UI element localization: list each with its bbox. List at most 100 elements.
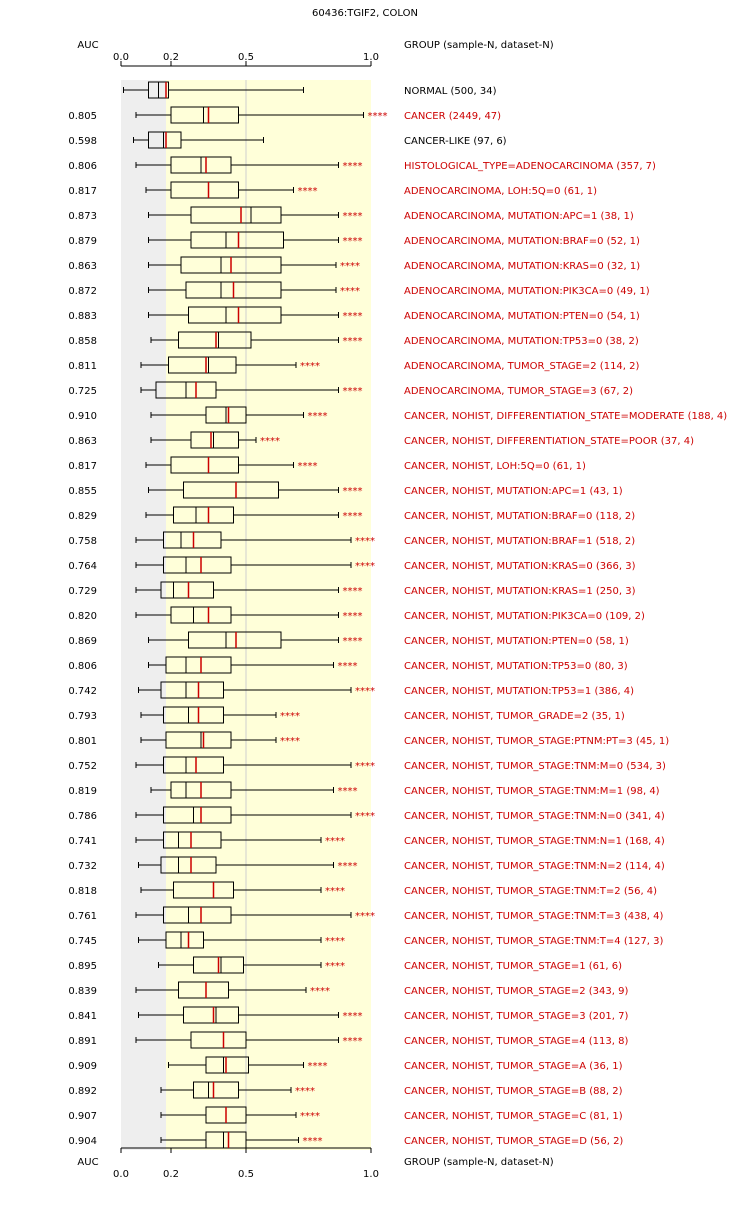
group-label: CANCER, NOHIST, TUMOR_STAGE=2 (343, 9) — [404, 986, 628, 997]
auc-value: 0.907 — [68, 1111, 97, 1122]
box — [160, 681, 224, 699]
box — [165, 731, 232, 749]
group-row: **** 0.806 CANCER, NOHIST, MUTATION:TP53=0… — [68, 656, 628, 674]
auc-value: 0.872 — [68, 286, 97, 297]
auc-value: 0.820 — [68, 611, 97, 622]
significance-stars: **** — [280, 711, 300, 722]
auc-value: 0.805 — [68, 111, 97, 122]
significance-stars: **** — [300, 361, 320, 372]
group-row: **** 0.855 CANCER, NOHIST, MUTATION:APC=1 … — [68, 481, 623, 499]
significance-stars: **** — [338, 861, 358, 872]
x-tick-label-top: 1.0 — [363, 52, 379, 63]
box — [160, 581, 214, 599]
auc-value: 0.761 — [68, 911, 97, 922]
auc-value: 0.806 — [68, 661, 97, 672]
significance-stars: **** — [295, 1086, 315, 1097]
significance-stars: **** — [343, 336, 363, 347]
significance-stars: **** — [343, 1011, 363, 1022]
auc-value: 0.869 — [68, 636, 97, 647]
box — [170, 106, 239, 124]
auc-value: 0.764 — [68, 561, 97, 572]
group-row: **** 0.786 CANCER, NOHIST, TUMOR_STAGE:TNM… — [68, 806, 665, 824]
box — [188, 306, 282, 324]
group-label: CANCER, NOHIST, MUTATION:PTEN=0 (58, 1) — [404, 636, 629, 647]
significance-stars: **** — [325, 936, 345, 947]
group-row: **** 0.883 ADENOCARCINOMA, MUTATION:PTEN=0… — [68, 306, 640, 324]
box — [170, 456, 239, 474]
box — [173, 881, 234, 899]
group-label: CANCER, NOHIST, LOH:5Q=0 (61, 1) — [404, 461, 586, 472]
auc-value: 0.732 — [68, 861, 97, 872]
significance-stars: **** — [298, 461, 318, 472]
auc-value: 0.793 — [68, 711, 97, 722]
group-row: **** 0.819 CANCER, NOHIST, TUMOR_STAGE:TNM… — [68, 781, 660, 799]
group-label: CANCER, NOHIST, TUMOR_STAGE=B (88, 2) — [404, 1086, 623, 1097]
auc-value: 0.904 — [68, 1136, 97, 1147]
significance-stars: **** — [325, 961, 345, 972]
significance-stars: **** — [343, 486, 363, 497]
group-row: **** 0.879 ADENOCARCINOMA, MUTATION:BRAF=0… — [68, 231, 640, 249]
group-label: CANCER, NOHIST, TUMOR_STAGE=1 (61, 6) — [404, 961, 622, 972]
significance-stars: **** — [340, 261, 360, 272]
group-row: **** 0.829 CANCER, NOHIST, MUTATION:BRAF=0… — [68, 506, 635, 524]
auc-value: 0.909 — [68, 1061, 97, 1072]
box — [168, 356, 237, 374]
auc-value: 0.891 — [68, 1036, 97, 1047]
chart-title: 60436:TGIF2, COLON — [312, 8, 418, 19]
auc-value: 0.863 — [68, 436, 97, 447]
group-row: **** 0.904 CANCER, NOHIST, TUMOR_STAGE=D (… — [68, 1131, 623, 1149]
significance-stars: **** — [343, 211, 363, 222]
auc-value: 0.817 — [68, 186, 97, 197]
significance-stars: **** — [308, 1061, 328, 1072]
significance-stars: **** — [300, 1111, 320, 1122]
auc-value: 0.818 — [68, 886, 97, 897]
auc-value: 0.858 — [68, 336, 97, 347]
group-label: CANCER, NOHIST, TUMOR_STAGE:TNM:T=4 (127… — [404, 936, 664, 947]
group-label: CANCER, NOHIST, MUTATION:BRAF=0 (118, 2) — [404, 511, 635, 522]
group-label: ADENOCARCINOMA, MUTATION:BRAF=0 (52, 1) — [404, 236, 640, 247]
group-row: **** 0.910 CANCER, NOHIST, DIFFERENTIATION… — [68, 406, 727, 424]
box — [205, 1056, 249, 1074]
group-label: CANCER, NOHIST, TUMOR_GRADE=2 (35, 1) — [404, 711, 625, 722]
auc-value: 0.745 — [68, 936, 97, 947]
significance-stars: **** — [355, 561, 375, 572]
box — [183, 481, 279, 499]
group-row: **** 0.863 CANCER, NOHIST, DIFFERENTIATION… — [68, 431, 694, 449]
group-label: ADENOCARCINOMA, MUTATION:TP53=0 (38, 2) — [404, 336, 639, 347]
group-row: **** 0.858 ADENOCARCINOMA, MUTATION:TP53=0… — [68, 331, 639, 349]
group-label: ADENOCARCINOMA, TUMOR_STAGE=2 (114, 2) — [404, 361, 640, 372]
significance-stars: **** — [343, 511, 363, 522]
auc-value: 0.811 — [68, 361, 97, 372]
group-label: ADENOCARCINOMA, MUTATION:PIK3CA=0 (49, 1… — [404, 286, 650, 297]
group-label: CANCER, NOHIST, DIFFERENTIATION_STATE=PO… — [404, 436, 694, 447]
x-tick-label-top: 0.5 — [238, 52, 254, 63]
box — [163, 556, 232, 574]
group-row: **** 0.752 CANCER, NOHIST, TUMOR_STAGE:TNM… — [68, 756, 666, 774]
x-tick-label-top: 0.0 — [113, 52, 129, 63]
significance-stars: **** — [325, 836, 345, 847]
significance-stars: **** — [298, 186, 318, 197]
auc-value: 0.786 — [68, 811, 97, 822]
group-label: CANCER, NOHIST, TUMOR_STAGE=4 (113, 8) — [404, 1036, 628, 1047]
auc-value: 0.841 — [68, 1011, 97, 1022]
significance-stars: **** — [355, 911, 375, 922]
box — [193, 1081, 239, 1099]
x-tick-label-top: 0.2 — [163, 52, 179, 63]
group-row: **** 0.732 CANCER, NOHIST, TUMOR_STAGE:TNM… — [68, 856, 665, 874]
significance-stars: **** — [338, 661, 358, 672]
group-label: CANCER, NOHIST, TUMOR_STAGE:TNM:T=2 (56,… — [404, 886, 657, 897]
auc-header-top: AUC — [77, 40, 98, 51]
significance-stars: **** — [343, 386, 363, 397]
group-label: CANCER, NOHIST, DIFFERENTIATION_STATE=MO… — [404, 411, 727, 422]
box — [163, 756, 224, 774]
group-row: **** 0.764 CANCER, NOHIST, MUTATION:KRAS=0… — [68, 556, 636, 574]
auc-value: 0.806 — [68, 161, 97, 172]
box — [170, 606, 232, 624]
significance-stars: **** — [343, 586, 363, 597]
group-row: **** 0.758 CANCER, NOHIST, MUTATION:BRAF=1… — [68, 531, 635, 549]
auc-value: 0.879 — [68, 236, 97, 247]
group-row: **** 0.839 CANCER, NOHIST, TUMOR_STAGE=2 (… — [68, 981, 628, 999]
group-label: CANCER, NOHIST, TUMOR_STAGE:TNM:M=1 (98,… — [404, 786, 660, 797]
group-label: CANCER, NOHIST, MUTATION:KRAS=0 (366, 3) — [404, 561, 636, 572]
